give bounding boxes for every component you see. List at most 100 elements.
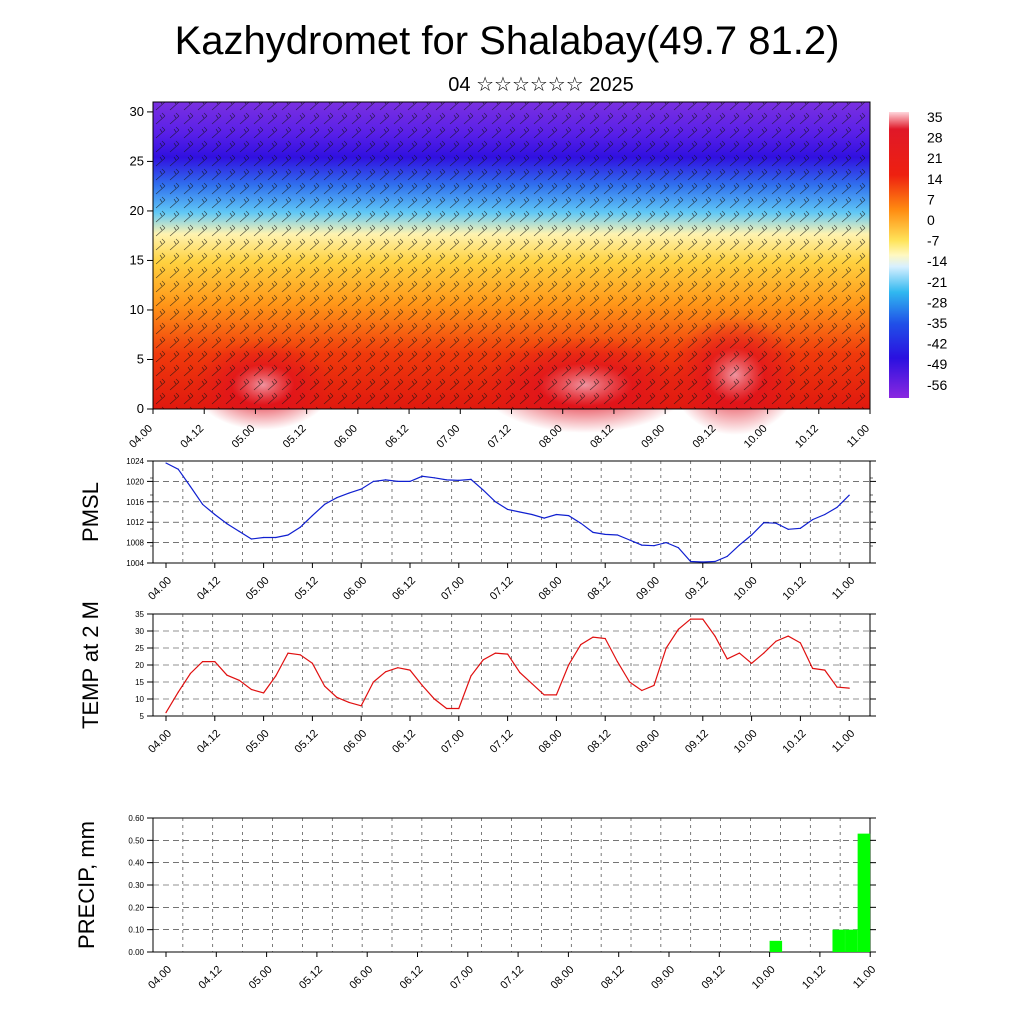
data-point xyxy=(775,640,777,642)
x-tick-label: 06.12 xyxy=(390,728,418,756)
data-point xyxy=(555,694,558,696)
cross-section-x-tick-label: 04.12 xyxy=(178,423,206,451)
y-tick-label: 0.40 xyxy=(128,859,144,868)
colorbar-label: -21 xyxy=(927,274,947,290)
data-point xyxy=(616,534,619,536)
data-point xyxy=(653,545,655,547)
data-point xyxy=(360,705,362,707)
data-point xyxy=(299,526,301,528)
data-point xyxy=(726,658,728,660)
x-tick-label: 08.12 xyxy=(599,964,627,992)
data-point xyxy=(165,712,167,714)
data-point xyxy=(763,652,765,654)
data-point xyxy=(848,494,850,496)
y-tick-label: 0.30 xyxy=(128,881,144,890)
data-point xyxy=(263,536,265,539)
colorbar-label: 14 xyxy=(927,171,943,187)
x-tick-label: 11.00 xyxy=(830,728,857,755)
cross-section-y-tick-label: 5 xyxy=(137,351,144,366)
data-point xyxy=(799,642,802,644)
data-point xyxy=(690,618,692,620)
colorbar-label: -49 xyxy=(927,356,947,372)
data-point xyxy=(177,468,179,470)
data-point xyxy=(250,688,252,691)
x-tick-label: 04.00 xyxy=(146,728,174,756)
data-point xyxy=(787,528,789,530)
data-point xyxy=(653,684,655,687)
cross-section-x-tick-label: 06.00 xyxy=(332,423,360,451)
y-tick-label: 30 xyxy=(135,627,144,636)
data-point xyxy=(629,681,631,683)
data-point xyxy=(519,511,521,513)
cross-section-y-axis: 0 5 10 15 20 25 30 xyxy=(130,104,153,416)
data-point xyxy=(763,522,765,524)
data-point xyxy=(397,667,399,669)
data-point xyxy=(677,547,680,549)
data-point xyxy=(507,653,509,655)
y-tick-label: 1012 xyxy=(126,518,144,527)
data-point xyxy=(311,662,313,664)
series-line xyxy=(165,462,850,563)
x-tick-label: 11.00 xyxy=(851,964,878,991)
data-point xyxy=(726,555,728,557)
data-point xyxy=(751,534,753,536)
data-point xyxy=(604,533,606,536)
y-tick-label: 35 xyxy=(135,610,144,619)
colorbar-label: 35 xyxy=(927,109,943,125)
data-point xyxy=(494,501,496,503)
data-point xyxy=(824,513,826,516)
data-point xyxy=(238,530,240,532)
data-point xyxy=(580,644,582,646)
data-point xyxy=(421,475,423,477)
x-tick-label: 04.00 xyxy=(146,964,174,992)
data-point xyxy=(287,652,289,654)
data-point xyxy=(177,691,179,693)
y-axis-title: TEMP at 2 M xyxy=(78,601,103,729)
colorbar-label: 7 xyxy=(927,191,935,207)
data-point xyxy=(336,497,338,499)
data-point xyxy=(836,686,838,688)
y-tick-label: 5 xyxy=(140,712,145,721)
x-tick-label: 07.00 xyxy=(448,964,476,992)
colorbar-label: -35 xyxy=(927,315,947,331)
colorbar-scale xyxy=(889,112,909,398)
data-point xyxy=(812,667,814,670)
data-point xyxy=(189,672,191,675)
colorbar: 35 28 21 14 7 0 -7 -14 -21 -28 -35 -42 -49 -56 xyxy=(889,109,947,398)
data-point xyxy=(275,536,277,539)
precip-bar xyxy=(857,833,871,952)
data-point xyxy=(226,674,228,676)
main-title: Kazhydromet for Shalabay(49.7 81.2) xyxy=(175,19,840,63)
x-tick-label: 09.12 xyxy=(683,728,711,756)
data-point xyxy=(372,681,374,683)
data-point xyxy=(714,635,716,637)
data-point xyxy=(555,513,558,516)
colorbar-label: -28 xyxy=(927,294,947,310)
data-point xyxy=(787,635,789,637)
data-point xyxy=(702,561,704,563)
data-point xyxy=(324,503,326,505)
cross-section-y-tick-label: 25 xyxy=(130,153,144,168)
x-tick-label: 06.00 xyxy=(347,964,375,992)
x-tick-label: 10.12 xyxy=(781,575,809,603)
y-tick-label: 0.10 xyxy=(128,926,144,935)
y-tick-label: 0.60 xyxy=(128,814,144,823)
x-tick-label: 08.00 xyxy=(537,728,565,756)
data-point xyxy=(482,489,484,491)
data-point xyxy=(568,664,570,666)
x-tick-label: 05.12 xyxy=(297,964,325,992)
x-tick-label: 04.12 xyxy=(195,575,223,603)
data-point xyxy=(604,637,606,640)
temp-panel: 5 10 15 20 25 30 35 04.00 04.12 05.00 05.12 06.00 06… xyxy=(78,601,876,756)
x-tick-label: 06.12 xyxy=(398,964,426,992)
data-point xyxy=(592,636,594,638)
x-tick-label: 05.00 xyxy=(247,964,275,992)
data-point xyxy=(238,679,240,681)
colorbar-label: -7 xyxy=(927,233,940,249)
data-point xyxy=(458,707,460,710)
data-point xyxy=(202,661,204,663)
x-tick-label: 09.12 xyxy=(699,964,727,992)
precip-bar xyxy=(769,940,783,952)
data-point xyxy=(372,480,374,482)
data-point xyxy=(299,654,301,656)
